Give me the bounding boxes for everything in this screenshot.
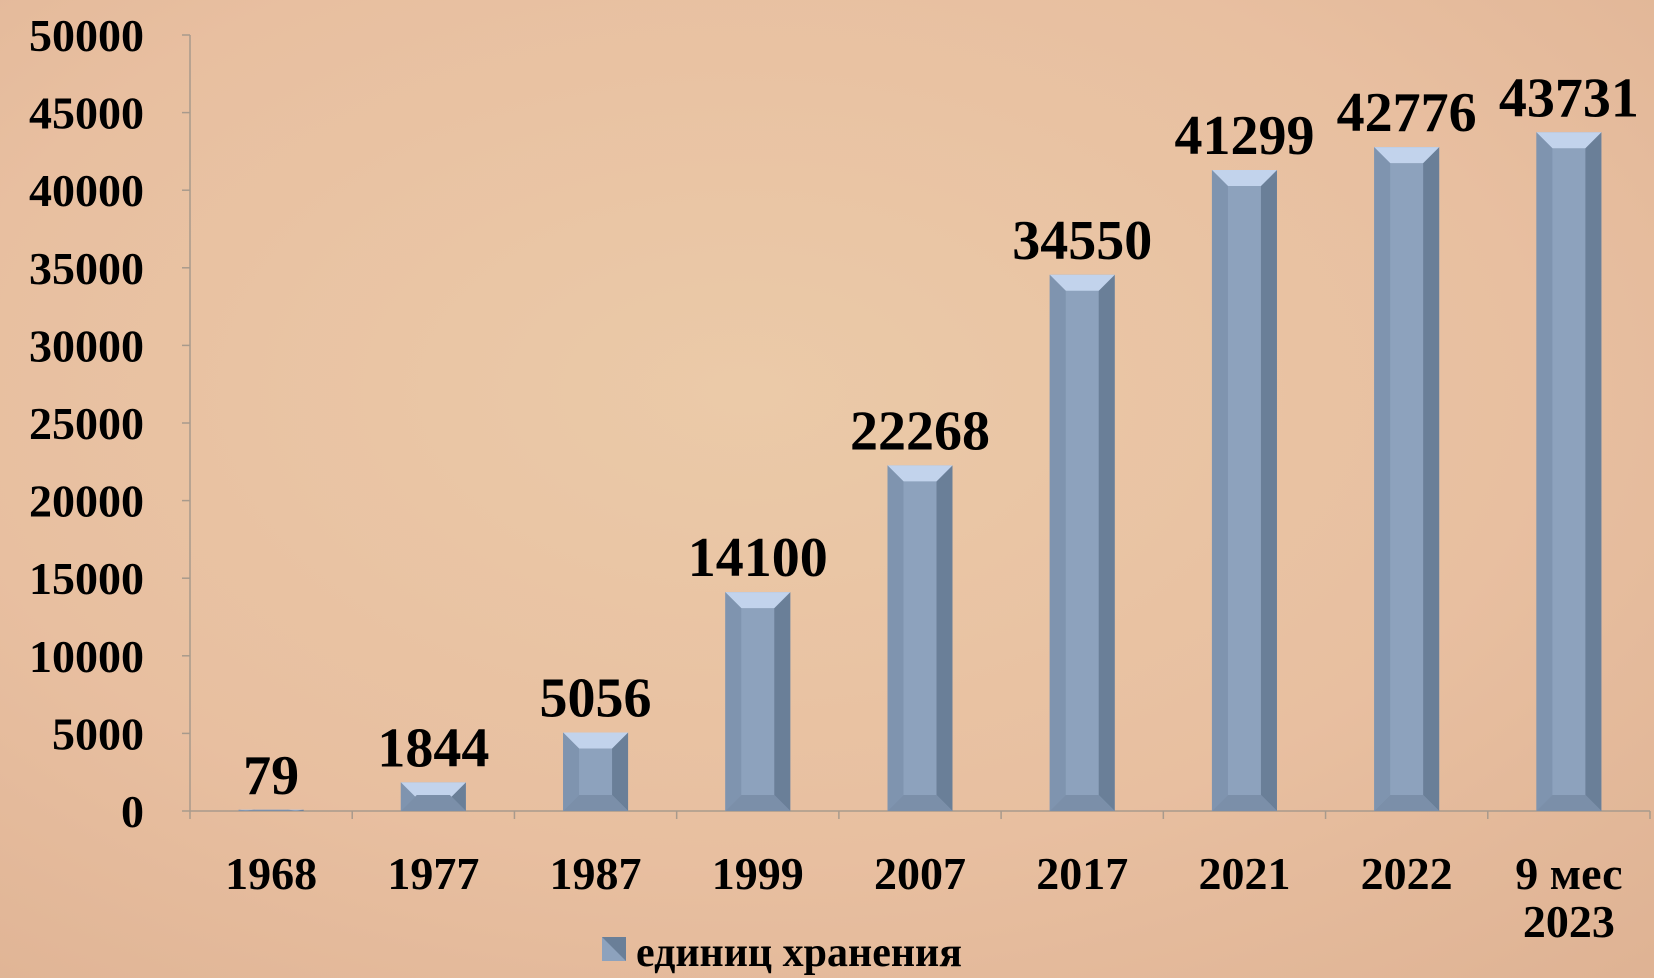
bar-bevel-left — [400, 782, 417, 811]
bar-bevel-right — [774, 592, 791, 811]
x-tick-label: 1999 — [712, 848, 804, 899]
x-tick-label: 9 мес 2023 — [1515, 848, 1622, 947]
x-tick-label: 2021 — [1198, 848, 1290, 899]
bar-bevel-bottom — [400, 795, 466, 811]
bar-bevel-bottom — [563, 795, 629, 811]
bar-bevel-left — [1536, 132, 1553, 812]
bar-bevel-right — [612, 732, 629, 811]
x-tick-label: 2007 — [874, 848, 966, 899]
bar-bevel-left — [725, 592, 742, 811]
x-tick-label: 1987 — [550, 848, 642, 899]
y-tick-label: 20000 — [29, 476, 144, 527]
bar-bevel-bottom — [887, 795, 953, 811]
data-label: 22268 — [850, 400, 990, 462]
bar-bevel-right — [1260, 170, 1277, 811]
y-tick-label: 25000 — [29, 398, 144, 449]
bar-bevel-left — [1049, 274, 1066, 811]
bar-bevel-bottom — [238, 809, 304, 811]
bar-bevel-left — [1374, 147, 1391, 812]
y-tick-label: 5000 — [52, 708, 144, 759]
bar-bevel-right — [1423, 147, 1440, 812]
y-tick-label: 30000 — [29, 320, 144, 371]
bar-bevel-bottom — [1536, 795, 1602, 811]
bar-bevel-top — [725, 592, 791, 609]
y-tick-label: 15000 — [29, 553, 144, 604]
bar-bevel-right — [1585, 132, 1602, 812]
data-label: 43731 — [1499, 67, 1639, 129]
data-label: 42776 — [1337, 82, 1477, 144]
bar-bevel-bottom — [1049, 795, 1115, 811]
bar-bevel-bottom — [1374, 795, 1440, 811]
y-tick-label: 45000 — [29, 88, 144, 139]
y-tick-label: 50000 — [29, 10, 144, 61]
bar-bevel-top — [887, 465, 953, 482]
bar-bevel-top — [1211, 170, 1277, 187]
x-tick-label: 2017 — [1036, 848, 1128, 899]
bar-bevel-right — [1098, 274, 1115, 811]
data-label: 34550 — [1012, 210, 1152, 272]
y-tick-label: 35000 — [29, 243, 144, 294]
legend-swatch-bevel — [602, 937, 626, 961]
bar-bevel-left — [1211, 170, 1228, 811]
bar-bevel-left — [563, 732, 580, 811]
legend-label: единиц хранения — [636, 930, 962, 976]
bar-bevel-bottom — [1211, 795, 1277, 811]
x-tick-label: 1977 — [387, 848, 479, 899]
bar-bevel-top — [1374, 147, 1440, 164]
x-tick-label: 1968 — [225, 848, 317, 899]
x-tick-label: 2022 — [1361, 848, 1453, 899]
bar-bevel-left — [887, 465, 904, 811]
y-tick-label: 10000 — [29, 631, 144, 682]
y-tick-label: 0 — [121, 786, 144, 837]
bar-bevel-bottom — [725, 795, 791, 811]
bar-bevel-top — [400, 782, 466, 799]
data-label: 79 — [243, 745, 299, 807]
bar-bevel-right — [936, 465, 953, 811]
bar-bevel-right — [449, 782, 466, 811]
data-label: 14100 — [688, 527, 828, 589]
data-label: 1844 — [377, 717, 489, 779]
y-tick-label: 40000 — [29, 165, 144, 216]
bar-bevel-top — [563, 732, 629, 749]
bar-bevel-top — [1049, 274, 1115, 291]
data-label: 41299 — [1174, 105, 1314, 167]
data-label: 5056 — [540, 668, 652, 730]
bar-bevel-top — [1536, 132, 1602, 149]
